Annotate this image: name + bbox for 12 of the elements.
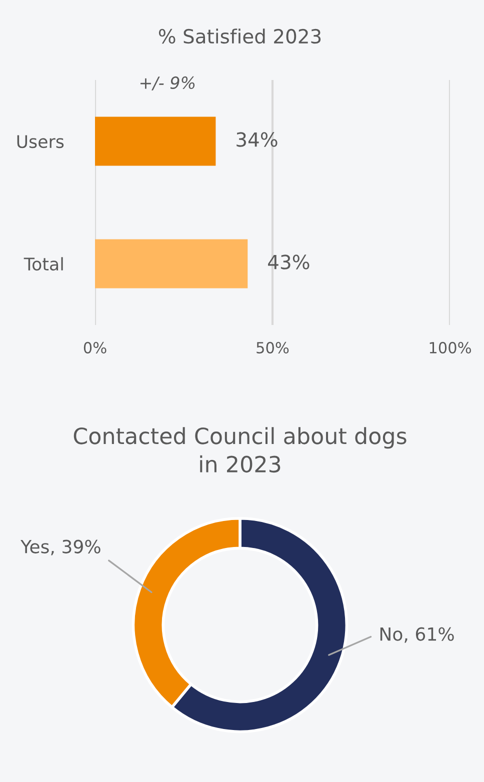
x-tick-label: 0%: [84, 342, 106, 354]
annotation: +/- 9%: [140, 76, 195, 90]
y-tick-label: Total: [24, 257, 63, 271]
slice-label: No, 61%: [380, 627, 454, 643]
y-tick-label: Users: [17, 135, 64, 148]
x-tick-label: 100%: [430, 342, 471, 354]
chart-title: % Satisfied 2023: [158, 28, 321, 44]
x-tick-label: 50%: [256, 342, 289, 354]
data-label: 34%: [236, 132, 278, 147]
chart-title: Contacted Council about dogs in 2023: [74, 427, 406, 473]
data-label: 43%: [268, 254, 310, 270]
slice-label: Yes, 39%: [20, 540, 100, 556]
